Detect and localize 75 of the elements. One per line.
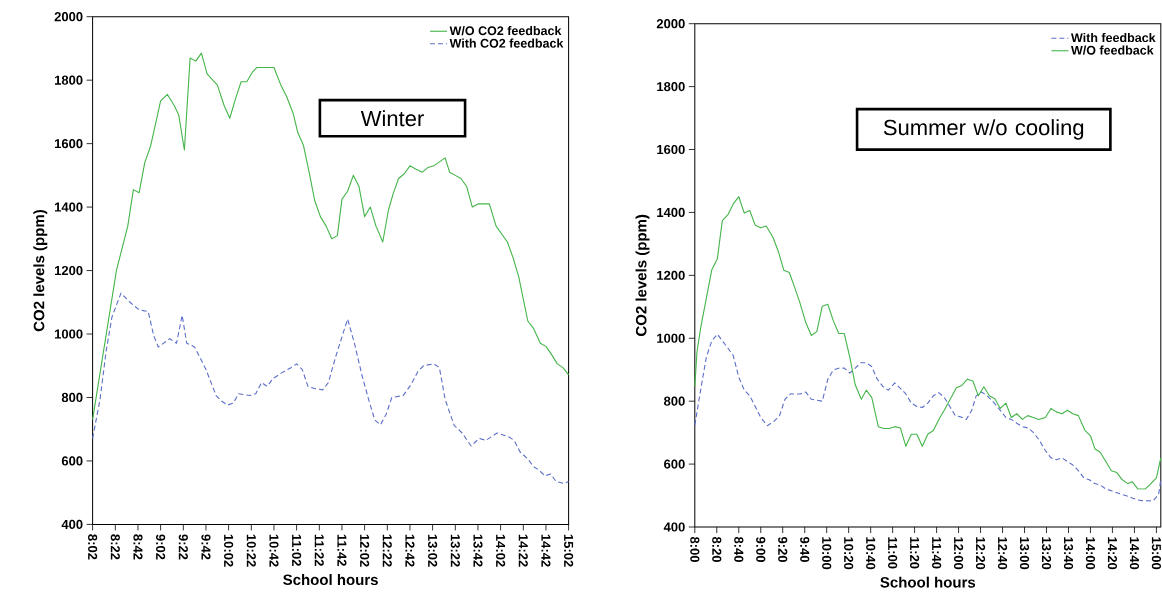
x-axis-title: School hours (283, 574, 378, 586)
x-tick-label: 11:22 (314, 534, 324, 566)
x-tick-label: 11:00 (888, 537, 898, 569)
x-tick-label: 14:02 (496, 534, 506, 567)
y-tick-label: 1000 (54, 329, 83, 339)
x-tick-label: 14:40 (1129, 537, 1140, 570)
x-tick-label: 9:42 (201, 534, 211, 560)
x-tick-label: 12:00 (953, 537, 964, 570)
x-tick-label: 14:42 (541, 534, 551, 567)
x-tick-label: 11:02 (292, 534, 302, 566)
x-tick-label: 9:20 (778, 536, 788, 563)
y-tick-label: 600 (664, 459, 685, 469)
x-tick-label: 8:22 (110, 534, 120, 560)
x-tick-label: 13:40 (1063, 537, 1074, 570)
x-tick-label: 11:42 (337, 534, 347, 566)
y-tick-label: 1800 (54, 75, 83, 85)
y-tick-label: 1400 (54, 202, 83, 212)
x-tick-label: 8:42 (133, 534, 143, 560)
annotation: Winter (360, 110, 424, 127)
y-tick-label: 1200 (54, 265, 83, 276)
x-tick-label: 14:22 (518, 534, 528, 567)
y-tick-label: 1400 (657, 207, 685, 218)
y-tick-label: 1000 (657, 333, 685, 343)
y-tick-label: 2000 (656, 19, 685, 29)
y-tick-label: 800 (663, 396, 685, 406)
x-tick-label: 15:00 (1151, 537, 1161, 570)
x-tick-label: 9:02 (156, 534, 166, 560)
y-tick-label: 400 (61, 519, 83, 529)
x-tick-label: 13:00 (1019, 537, 1030, 570)
x-tick-label: 13:02 (427, 534, 438, 567)
line-series (92, 292, 570, 485)
y-tick-label: 400 (663, 522, 685, 532)
y-tick-label: 1600 (54, 139, 83, 149)
y-tick-label: 1600 (657, 144, 685, 155)
x-tick-label: 8:40 (734, 536, 744, 563)
y-tick-label: 800 (61, 392, 83, 403)
x-tick-label: 8:00 (690, 536, 700, 563)
x-tick-label: 9:00 (756, 536, 766, 563)
x-tick-label: 15:02 (564, 534, 574, 567)
x-tick-label: 12:02 (360, 534, 370, 567)
y-axis-title: CO2 levels (ppm) (635, 214, 650, 336)
legend-label: W/O CO2 feedback (449, 25, 562, 36)
x-tick-label: 9:40 (800, 536, 810, 563)
x-tick-label: 13:20 (1041, 537, 1052, 570)
x-tick-label: 9:22 (178, 534, 188, 560)
x-tick-label: 8:20 (712, 536, 722, 563)
legend-label: With feedback (1071, 32, 1156, 43)
x-tick-label: 12:40 (997, 537, 1008, 570)
annotation: Summer w/o cooling (883, 119, 1084, 140)
x-tick-label: 14:00 (1085, 537, 1096, 570)
y-tick-label: 1200 (657, 270, 685, 280)
line-series (694, 196, 1162, 490)
x-tick-label: 14:20 (1107, 537, 1118, 570)
x-tick-label: 10:20 (844, 537, 854, 570)
legend-label: With CO2 feedback (449, 38, 564, 48)
x-tick-label: 10:00 (822, 537, 832, 570)
line-series (92, 52, 570, 421)
x-tick-label: 11:20 (909, 537, 920, 569)
legend-label: W/O feedback (1071, 45, 1154, 55)
y-axis-title: CO2 levels (ppm) (33, 210, 48, 332)
x-tick-label: 10:02 (224, 534, 234, 567)
y-tick-label: 2000 (54, 12, 83, 22)
x-tick-label: 10:40 (866, 537, 876, 570)
x-axis-title: School hours (880, 576, 976, 588)
x-tick-label: 8:02 (88, 534, 98, 560)
x-tick-label: 12:20 (975, 537, 986, 570)
x-tick-label: 10:42 (269, 534, 279, 567)
x-tick-label: 12:22 (382, 534, 392, 567)
x-tick-label: 11:40 (932, 537, 942, 569)
y-tick-label: 1800 (657, 82, 685, 92)
x-tick-label: 13:42 (473, 534, 483, 567)
y-tick-label: 600 (61, 456, 83, 466)
x-tick-label: 13:22 (450, 534, 460, 567)
x-tick-label: 10:22 (246, 534, 256, 567)
x-tick-label: 12:42 (405, 534, 415, 567)
